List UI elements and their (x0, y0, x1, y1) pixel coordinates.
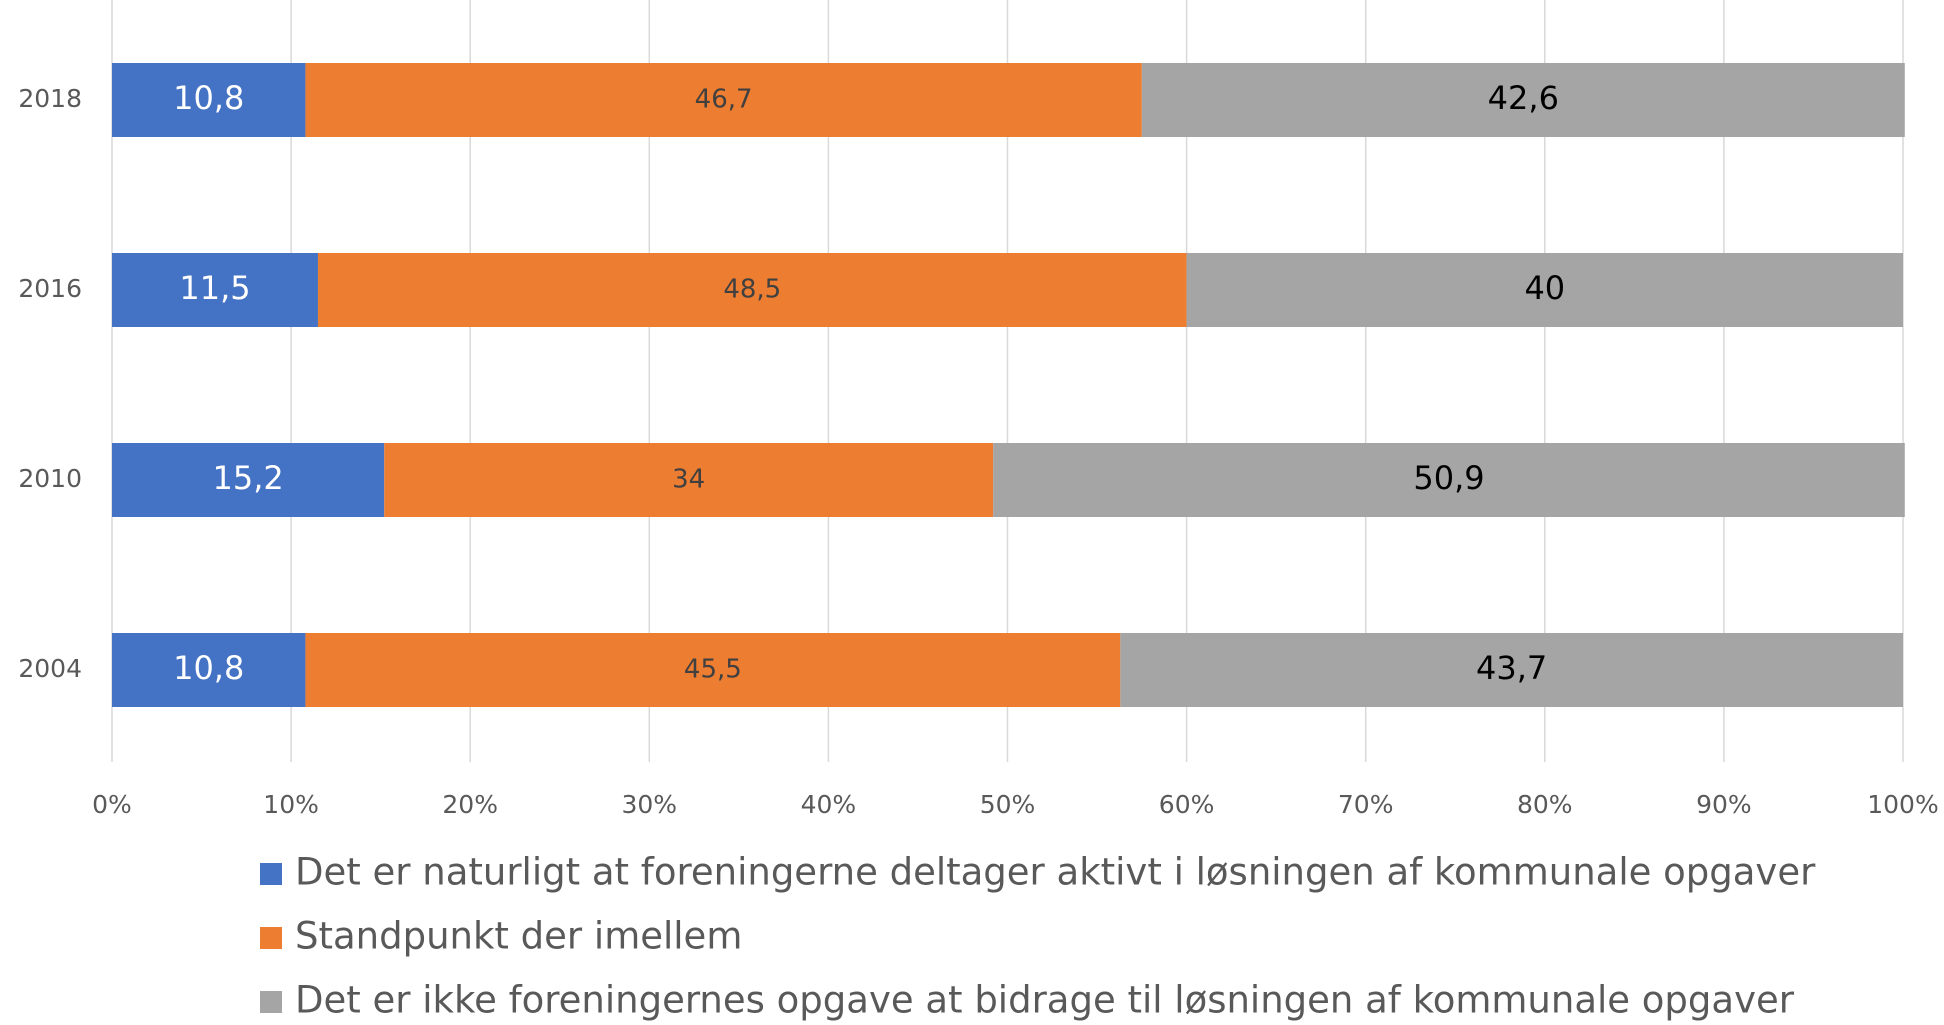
bar-segment (1186, 253, 1903, 327)
data-label: 15,2 (212, 459, 283, 497)
x-tick-label: 20% (442, 790, 498, 819)
legend-swatch (260, 863, 282, 885)
data-label: 42,6 (1488, 79, 1559, 117)
y-tick-label: 2016 (18, 274, 82, 303)
data-label: 40 (1524, 269, 1565, 307)
legend-label: Standpunkt der imellem (295, 915, 742, 958)
bar-segment (112, 253, 318, 327)
bar-segment (305, 63, 1142, 137)
y-tick-label: 2010 (18, 464, 82, 493)
data-label: 48,5 (723, 275, 781, 305)
bar-segment (112, 63, 306, 137)
data-label: 43,7 (1476, 649, 1547, 687)
bar-segment (317, 253, 1187, 327)
data-label: 45,5 (684, 655, 742, 685)
legend-label: Det er naturligt at foreningerne deltage… (295, 851, 1816, 894)
x-tick-label: 0% (92, 790, 132, 819)
legend-swatch (260, 927, 282, 949)
bar-segment (1120, 633, 1903, 707)
x-tick-label: 60% (1159, 790, 1215, 819)
x-tick-label: 90% (1696, 790, 1752, 819)
legend-label: Det er ikke foreningernes opgave at bidr… (295, 979, 1795, 1022)
x-tick-label: 10% (263, 790, 319, 819)
bar-segment (112, 443, 385, 517)
y-tick-label: 2004 (18, 654, 82, 683)
x-tick-label: 40% (801, 790, 857, 819)
legend-swatch (260, 991, 282, 1013)
data-label: 50,9 (1413, 459, 1484, 497)
data-label: 34 (672, 465, 705, 495)
y-tick-label: 2018 (18, 84, 82, 113)
data-label: 46,7 (695, 85, 753, 115)
bar-segment (305, 633, 1121, 707)
x-tick-label: 70% (1338, 790, 1394, 819)
data-label: 11,5 (179, 269, 250, 307)
x-tick-label: 80% (1517, 790, 1573, 819)
data-label: 10,8 (173, 649, 244, 687)
data-label: 10,8 (173, 79, 244, 117)
x-tick-label: 100% (1867, 790, 1938, 819)
bar-segment (384, 443, 994, 517)
x-tick-label: 30% (622, 790, 678, 819)
bar-segment (1141, 63, 1905, 137)
bar-segment (112, 633, 306, 707)
bar-segment (993, 443, 1905, 517)
x-tick-label: 50% (980, 790, 1036, 819)
